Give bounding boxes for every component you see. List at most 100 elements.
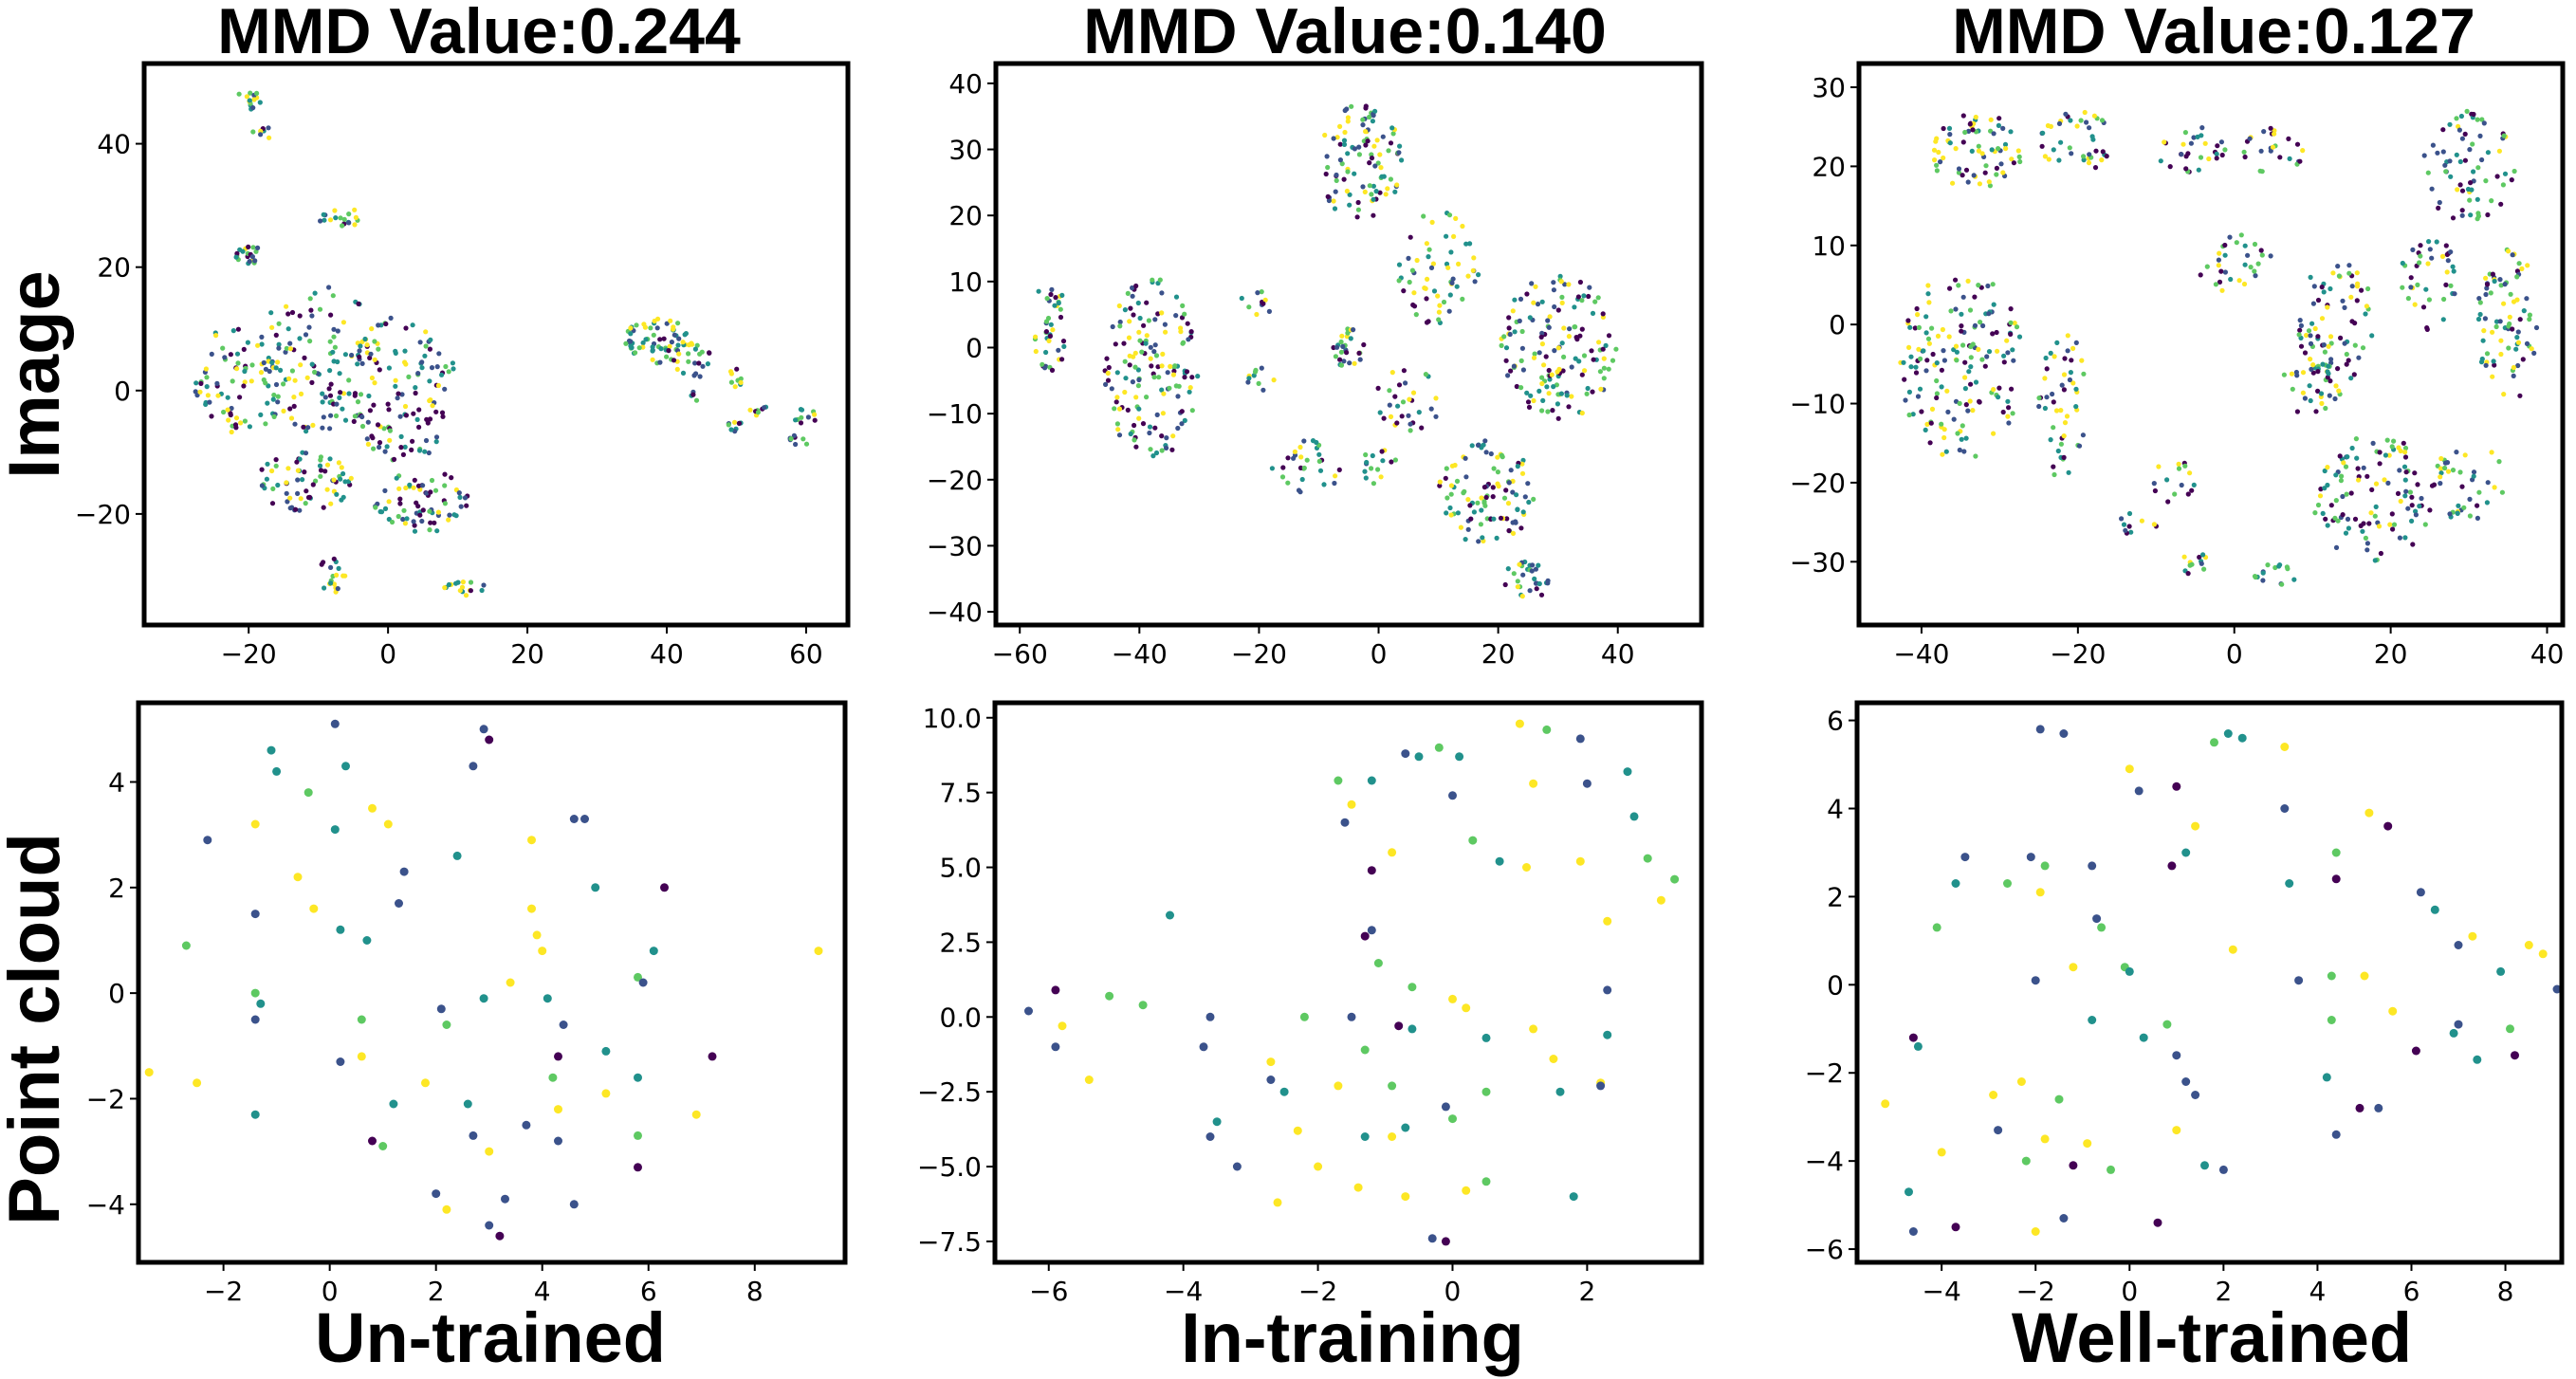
data-point xyxy=(2222,252,2228,258)
data-point xyxy=(732,384,738,390)
data-point xyxy=(1555,401,1560,407)
data-point xyxy=(334,572,340,579)
data-point xyxy=(2001,359,2007,365)
data-point xyxy=(433,409,439,414)
data-point xyxy=(413,390,418,396)
axes-frame xyxy=(1854,700,2565,1265)
data-point xyxy=(2043,355,2049,361)
data-point xyxy=(2415,282,2420,287)
data-point xyxy=(2031,976,2040,985)
data-point xyxy=(263,366,268,372)
data-point xyxy=(321,414,326,420)
data-point xyxy=(1506,325,1512,331)
data-point xyxy=(1556,366,1562,372)
data-point xyxy=(2182,130,2188,136)
data-point xyxy=(1947,140,1953,146)
data-point xyxy=(2496,459,2502,465)
data-point xyxy=(2401,440,2406,446)
data-point xyxy=(328,381,334,387)
data-point xyxy=(1188,329,1194,335)
data-point xyxy=(419,365,425,371)
data-point xyxy=(1385,186,1390,192)
data-point xyxy=(2063,111,2069,117)
y-tick-label: −10 xyxy=(927,398,983,430)
data-point xyxy=(401,507,407,513)
data-point xyxy=(1976,346,1981,352)
data-point xyxy=(268,310,274,316)
data-point xyxy=(358,392,364,397)
data-point xyxy=(255,342,261,348)
data-point xyxy=(2374,1103,2383,1112)
data-point xyxy=(1460,223,1465,230)
data-point xyxy=(228,412,233,418)
data-point xyxy=(1503,358,1509,363)
data-point xyxy=(1334,177,1339,183)
data-point xyxy=(2372,513,2378,519)
data-point xyxy=(1130,293,1135,299)
y-tick-label: −6 xyxy=(1805,1234,1844,1265)
data-point xyxy=(2378,550,2383,557)
data-point xyxy=(1449,280,1455,285)
data-point xyxy=(1411,290,1417,296)
data-point xyxy=(2016,334,2023,340)
data-point xyxy=(1426,254,1431,260)
data-point xyxy=(285,311,291,317)
data-point xyxy=(1377,152,1383,157)
data-point xyxy=(2348,376,2354,381)
data-point xyxy=(1024,1006,1033,1016)
data-point xyxy=(317,463,323,469)
data-point xyxy=(2319,400,2325,406)
data-point xyxy=(1424,320,1430,325)
data-point xyxy=(2493,319,2500,324)
data-point xyxy=(2475,165,2481,171)
data-point xyxy=(2003,879,2012,888)
data-point xyxy=(2213,282,2218,287)
data-point xyxy=(2448,283,2454,288)
data-point xyxy=(1962,375,1968,380)
data-point xyxy=(2268,125,2273,131)
data-point xyxy=(1490,494,1496,500)
data-point xyxy=(2198,155,2204,160)
data-point xyxy=(209,351,214,357)
data-point xyxy=(2042,405,2048,412)
data-point xyxy=(495,1231,505,1241)
data-point xyxy=(2052,471,2057,478)
data-point xyxy=(2498,201,2504,207)
data-point xyxy=(1256,380,1261,386)
data-point xyxy=(404,516,410,522)
data-point xyxy=(1511,363,1517,369)
data-point xyxy=(1963,435,1969,441)
data-point xyxy=(1481,1087,1491,1096)
data-point xyxy=(2280,804,2290,813)
data-point xyxy=(327,339,333,344)
data-point xyxy=(1349,103,1354,109)
data-point xyxy=(1337,157,1343,163)
data-point xyxy=(1058,306,1063,312)
data-point xyxy=(1603,916,1612,926)
x-tick-label: 0 xyxy=(1371,638,1388,670)
panel-pointcloud-in-training: −6 −4 −2 0 2−7.5−5.0−2.50.02.55.07.510.0 xyxy=(917,700,1704,1307)
data-point xyxy=(273,381,280,388)
data-point xyxy=(2511,364,2516,371)
data-point xyxy=(321,505,326,510)
data-point xyxy=(427,527,432,533)
data-point xyxy=(1517,561,1522,567)
data-point xyxy=(402,444,408,450)
data-point xyxy=(1539,408,1545,414)
data-point xyxy=(1962,359,1968,365)
data-point xyxy=(675,342,681,348)
data-point xyxy=(2372,558,2378,563)
data-point xyxy=(2005,414,2011,419)
data-point xyxy=(1136,329,1142,335)
data-point xyxy=(2000,409,2006,415)
data-point xyxy=(1389,125,1395,131)
data-point xyxy=(1043,349,1049,356)
data-point xyxy=(198,380,204,386)
data-point xyxy=(1965,408,1971,414)
data-point xyxy=(1510,530,1517,537)
data-point xyxy=(1483,494,1489,501)
data-point xyxy=(2335,264,2341,269)
data-point xyxy=(436,351,442,357)
data-point xyxy=(1396,278,1402,284)
